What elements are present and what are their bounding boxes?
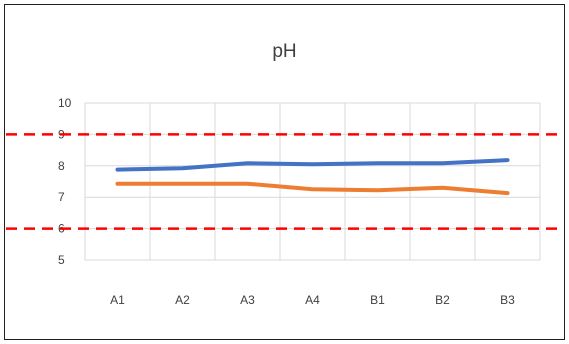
y-tick-label: 8 xyxy=(58,159,65,173)
series-line-2 xyxy=(115,181,510,196)
x-tick-label: A1 xyxy=(110,293,125,307)
series-line-1 xyxy=(115,158,510,172)
x-tick-label: A4 xyxy=(305,293,320,307)
x-tick-label: A2 xyxy=(175,293,190,307)
x-tick-label: A3 xyxy=(240,293,255,307)
x-tick-label: B1 xyxy=(370,293,385,307)
y-tick-label: 10 xyxy=(58,96,72,110)
chart-frame xyxy=(4,4,565,340)
y-tick-label: 7 xyxy=(58,190,65,204)
x-tick-label: B3 xyxy=(500,293,515,307)
x-tick-label: B2 xyxy=(435,293,450,307)
y-tick-label: 5 xyxy=(58,253,65,267)
chart-title: pH xyxy=(272,41,297,62)
